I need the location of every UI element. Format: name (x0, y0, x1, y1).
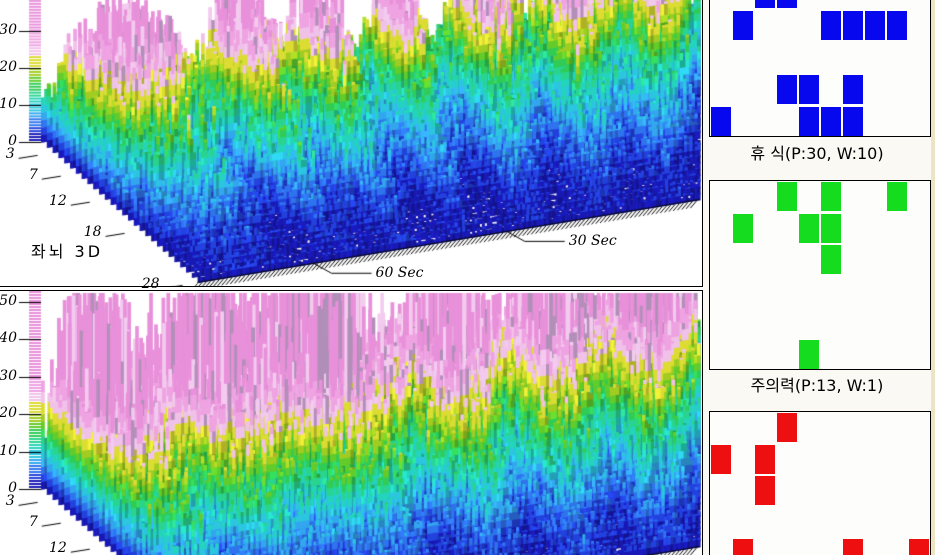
activity-cell (799, 339, 819, 369)
rest-panel-label: 휴 식(P:30, W:10) (750, 144, 884, 163)
surface-canvas-bottom (0, 291, 702, 555)
activity-cell (821, 245, 841, 274)
activity-cell (821, 182, 841, 211)
z-axis-tick-label: 0 (8, 133, 17, 149)
activity-cell (777, 0, 797, 8)
time-axis-tick-label: 60 Sec (375, 265, 424, 282)
activity-cell (821, 107, 841, 136)
activity-cell (887, 182, 907, 211)
right-edge-strip (931, 0, 935, 555)
activity-cell (821, 213, 841, 243)
activity-cell (733, 11, 753, 40)
activity-cell (777, 182, 797, 211)
activity-cell (777, 75, 797, 104)
freq-axis-tick-label: 3 (5, 493, 15, 510)
freq-axis-tick-label: 7 (28, 167, 38, 184)
z-axis-tick-label: 40 (0, 330, 17, 346)
activity-cell (733, 539, 753, 555)
activity-cell (799, 75, 819, 104)
time-axis-tick-label: 30 Sec (568, 233, 617, 250)
z-axis-tick-label: 10 (0, 442, 17, 459)
activity-cell (799, 107, 819, 136)
activity-cell (843, 11, 863, 40)
z-axis-tick-label: 0 (8, 480, 17, 496)
z-axis-tick-label: 20 (0, 59, 17, 75)
activity-cell (711, 107, 731, 136)
activity-cell (755, 444, 775, 474)
z-axis-tick-label: 30 (0, 367, 17, 384)
plot-title-left-brain: 좌뇌 3D (31, 242, 104, 261)
attention-activity-panel (709, 180, 931, 370)
rest-activity-panel (709, 0, 931, 137)
activity-cell (777, 413, 797, 442)
z-axis-tick-label: 50 (0, 292, 17, 309)
surface-plot-left-brain: 좌뇌 3D 30 20 10 0 3 7 12 18 28 60 Sec 30 Sec (0, 0, 703, 292)
freq-axis-tick-label: 7 (28, 514, 38, 531)
freq-axis-tick-label: 12 (48, 540, 67, 555)
freq-axis-tick-label: 12 (48, 193, 67, 210)
freq-axis-tick-label: 3 (5, 146, 15, 163)
z-axis-tick-label: 30 (0, 22, 17, 38)
z-axis-tick-label: 10 (0, 96, 17, 112)
activity-cell (755, 0, 775, 8)
red-activity-panel (709, 411, 931, 555)
freq-axis-tick-label: 28 (141, 276, 160, 293)
surface-canvas-top (0, 0, 702, 287)
attention-panel-label: 주의력(P:13, W:1) (750, 376, 884, 395)
activity-cell (733, 213, 753, 243)
activity-cell (821, 11, 841, 40)
z-axis-tick-label: 20 (0, 405, 17, 421)
surface-plot-lower: 50 40 30 20 10 0 3 7 12 (0, 290, 703, 555)
activity-cell (799, 213, 819, 243)
activity-cell (755, 476, 775, 505)
activity-cell (909, 539, 929, 555)
activity-cell (843, 539, 863, 555)
freq-axis-tick-label: 18 (83, 224, 102, 241)
activity-cell (843, 75, 863, 104)
activity-cell (887, 11, 907, 40)
activity-cell (711, 444, 731, 474)
activity-cell (865, 11, 885, 40)
activity-cell (843, 107, 863, 136)
